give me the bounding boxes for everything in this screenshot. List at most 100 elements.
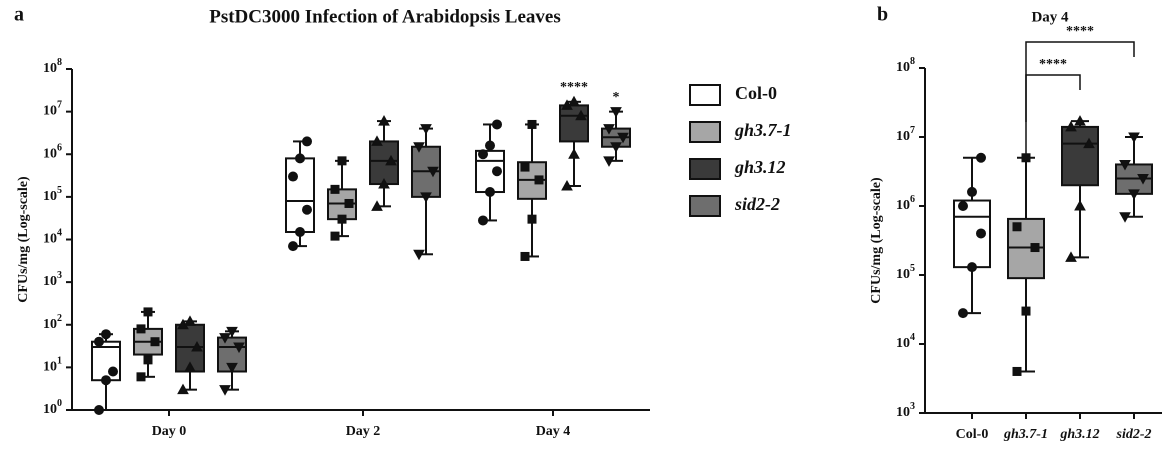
y-tick-label: 104	[43, 228, 62, 247]
legend-swatch	[689, 121, 721, 143]
point	[184, 315, 196, 326]
point	[94, 405, 104, 415]
point	[330, 231, 340, 241]
point	[520, 162, 530, 172]
point	[302, 204, 312, 215]
legend-label: Col-0	[735, 83, 777, 103]
point	[385, 154, 397, 166]
chart-title: PstDC3000 Infection of Arabidopsis Leave…	[209, 6, 561, 27]
point	[378, 178, 390, 189]
point	[288, 171, 298, 182]
point	[101, 329, 111, 340]
point	[520, 251, 530, 261]
point	[184, 361, 196, 372]
point	[534, 175, 544, 185]
significance: *	[613, 90, 620, 105]
point	[478, 215, 488, 226]
point	[1065, 251, 1077, 262]
point	[226, 362, 238, 374]
point	[1083, 137, 1095, 149]
y-axis-label: CFUs/mg (Log-scale)	[16, 176, 31, 303]
y-axis-label: CFUs/mg (Log-scale)	[869, 177, 884, 304]
point	[603, 124, 615, 135]
point	[295, 226, 305, 237]
y-tick-label: 107	[43, 100, 62, 119]
y-tick-label: 102	[43, 313, 62, 332]
y-tick-label: 104	[896, 332, 915, 351]
box	[285, 157, 315, 233]
point	[1119, 159, 1131, 171]
point	[427, 166, 439, 178]
y-tick-label: 106	[896, 194, 915, 213]
point	[1074, 115, 1086, 126]
legend-swatch	[689, 158, 721, 180]
legend-label: gh3.12	[734, 157, 786, 177]
x-tick-label: Col-0	[956, 427, 989, 442]
point	[1128, 132, 1140, 144]
y-tick-label: 107	[896, 125, 915, 144]
point	[143, 307, 153, 317]
point	[371, 135, 383, 146]
point	[101, 375, 111, 386]
point	[136, 372, 146, 382]
point	[413, 142, 425, 153]
box	[559, 104, 589, 143]
point	[485, 187, 495, 198]
point	[337, 214, 347, 224]
point	[344, 198, 354, 208]
point	[177, 383, 189, 395]
point	[219, 385, 231, 396]
chart-title: Day 4	[1031, 9, 1069, 25]
y-tick-label: 106	[43, 143, 62, 162]
point	[958, 308, 968, 319]
point	[302, 136, 312, 147]
significance: ****	[1066, 24, 1094, 39]
point	[603, 156, 615, 167]
x-tick-label: Day 2	[346, 424, 381, 439]
point	[478, 149, 488, 160]
point	[288, 241, 298, 252]
point	[420, 192, 432, 203]
point	[1012, 366, 1022, 376]
point	[561, 179, 573, 191]
point	[219, 333, 231, 344]
point	[1012, 222, 1022, 232]
point	[1021, 306, 1031, 316]
y-tick-label: 105	[43, 185, 62, 204]
point	[1137, 174, 1149, 185]
legend-label: gh3.7-1	[734, 120, 792, 140]
point	[150, 337, 160, 347]
point	[143, 355, 153, 365]
point	[337, 156, 347, 166]
box	[1061, 125, 1099, 187]
point	[420, 124, 432, 135]
x-tick-label: sid2-2	[1116, 427, 1152, 442]
point	[371, 200, 383, 211]
panel-letter: b	[877, 4, 888, 26]
point	[492, 166, 502, 177]
point	[976, 228, 986, 239]
x-tick-label: Day 4	[536, 424, 571, 439]
y-tick-label: 103	[43, 270, 62, 289]
point	[617, 132, 629, 144]
point	[610, 142, 622, 153]
point	[136, 324, 146, 334]
point	[1119, 212, 1131, 223]
point	[485, 140, 495, 151]
point	[967, 186, 977, 197]
legend-swatch	[689, 195, 721, 217]
point	[610, 107, 622, 118]
point	[108, 366, 118, 377]
legend-label: sid2-2	[734, 194, 780, 214]
point	[568, 148, 580, 159]
point	[226, 326, 238, 338]
point	[330, 184, 340, 194]
point	[958, 201, 968, 211]
y-tick-label: 101	[43, 356, 62, 375]
y-tick-label: 103	[896, 401, 915, 420]
y-tick-label: 100	[43, 398, 62, 417]
y-tick-label: 105	[896, 263, 915, 282]
point	[1065, 120, 1077, 132]
point	[378, 115, 390, 126]
